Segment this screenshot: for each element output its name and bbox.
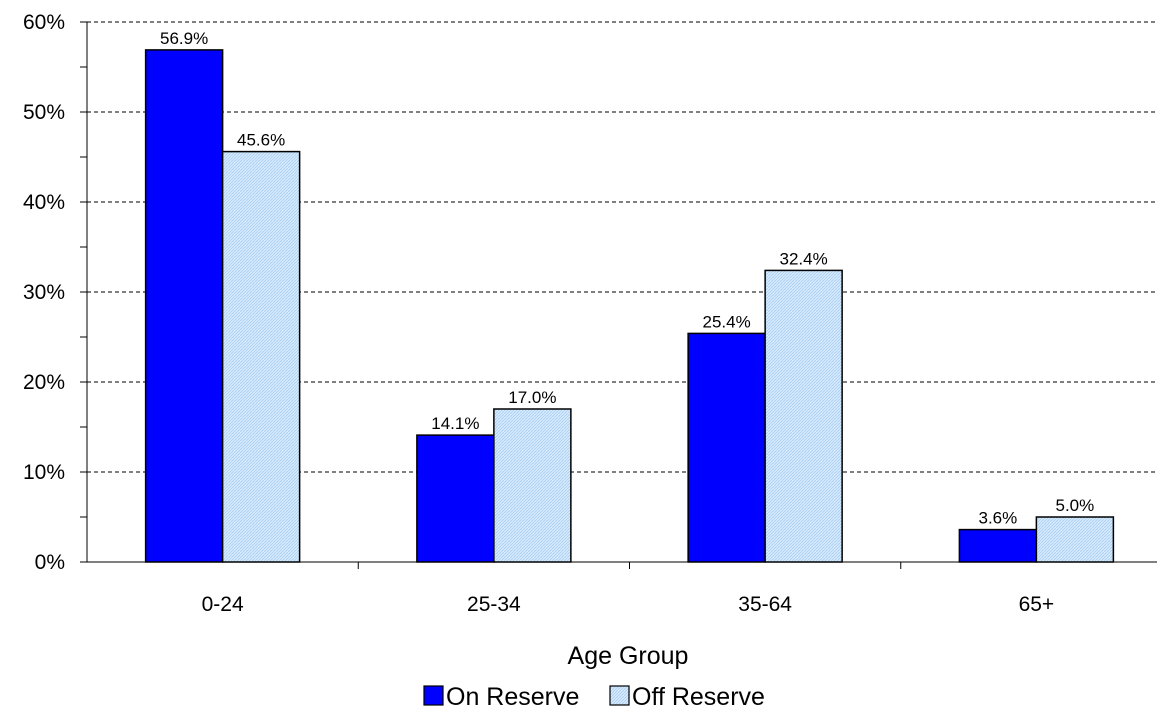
bar-off-reserve bbox=[764, 269, 843, 563]
data-label: 3.6% bbox=[979, 509, 1018, 528]
bar-off-reserve bbox=[493, 408, 572, 563]
axes: 0% 10% 20% 30% 40% 50% 60% 0-24 25-34 35-64 65+ bbox=[23, 11, 1157, 616]
bar-on-reserve bbox=[958, 528, 1038, 563]
bar-off-reserve bbox=[221, 150, 301, 563]
y-tick-label: 50% bbox=[23, 101, 65, 124]
x-tick-label: 35-64 bbox=[738, 593, 792, 616]
legend-swatch bbox=[609, 685, 630, 706]
gridlines bbox=[87, 21, 1157, 473]
data-label: 5.0% bbox=[1056, 496, 1095, 515]
x-axis-title: Age Group bbox=[568, 642, 689, 670]
data-labels: 56.9% 45.6% 14.1% 17.0% 25.4% 32.4% 3.6% 5.0% bbox=[160, 29, 1094, 528]
x-tick-label: 0-24 bbox=[202, 593, 244, 616]
legend-label: On Reserve bbox=[446, 683, 579, 711]
data-label: 56.9% bbox=[160, 29, 208, 48]
x-tick-label: 25-34 bbox=[467, 593, 521, 616]
data-label: 45.6% bbox=[237, 131, 285, 150]
bar-on-reserve bbox=[144, 49, 224, 563]
data-label: 17.0% bbox=[508, 388, 556, 407]
data-label: 25.4% bbox=[703, 312, 751, 331]
data-label: 14.1% bbox=[431, 414, 479, 433]
bar-off-reserve bbox=[1035, 516, 1115, 563]
y-tick-label: 20% bbox=[23, 371, 65, 394]
y-tick-label: 30% bbox=[23, 281, 65, 304]
bar-on-reserve bbox=[416, 434, 495, 563]
y-tick-label: 40% bbox=[23, 191, 65, 214]
legend: On Reserve Off Reserve bbox=[423, 683, 765, 711]
legend-label: Off Reserve bbox=[632, 683, 765, 711]
x-tick-label: 65+ bbox=[1019, 593, 1055, 616]
y-tick-label: 10% bbox=[23, 461, 65, 484]
bar-on-reserve bbox=[687, 332, 766, 563]
data-label: 32.4% bbox=[780, 249, 828, 268]
bars bbox=[144, 49, 1115, 563]
y-tick-label: 60% bbox=[23, 11, 65, 34]
y-tick-label: 0% bbox=[35, 551, 65, 574]
legend-swatch bbox=[423, 685, 444, 706]
